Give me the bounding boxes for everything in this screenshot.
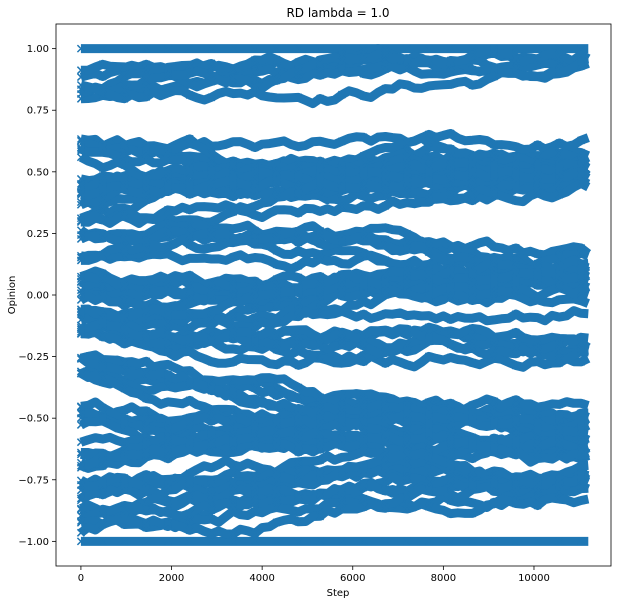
series-line-31: [80, 221, 591, 282]
y-tick-label: 0.00: [27, 291, 49, 302]
series-line-6: [78, 45, 590, 99]
y-tick-label: −0.75: [18, 475, 49, 486]
series-line-67: [79, 425, 590, 471]
y-tick-label: −1.00: [18, 537, 49, 548]
x-tick-label: 8000: [431, 573, 456, 584]
y-axis-label: Opinion: [7, 276, 18, 315]
x-axis: 0 2000 4000 6000 8000 10000: [78, 566, 550, 584]
x-tick-label: 4000: [249, 573, 274, 584]
y-tick-label: 0.50: [27, 167, 49, 178]
series-line-7: [79, 56, 589, 109]
y-tick-label: 1.00: [27, 44, 49, 55]
series-line-79: [78, 471, 589, 539]
y-axis: 1.00 0.75 0.50 0.25 0.00 −0.25 −0.50 −0.75 −1.00: [18, 44, 56, 548]
chart-title: RD lambda = 1.0: [286, 6, 389, 20]
y-tick-label: −0.50: [18, 414, 49, 425]
y-tick-label: 0.75: [27, 106, 49, 117]
y-tick-label: −0.25: [18, 352, 49, 363]
series-line-48: [80, 326, 589, 365]
x-axis-label: Step: [327, 588, 350, 599]
series-markers: [76, 44, 586, 546]
x-tick-label: 10000: [518, 573, 550, 584]
x-tick-label: 6000: [340, 573, 365, 584]
plot-area: [76, 44, 592, 546]
x-tick-label: 2000: [159, 573, 184, 584]
x-tick-label: 0: [78, 573, 84, 584]
y-tick-label: 0.25: [27, 229, 49, 240]
